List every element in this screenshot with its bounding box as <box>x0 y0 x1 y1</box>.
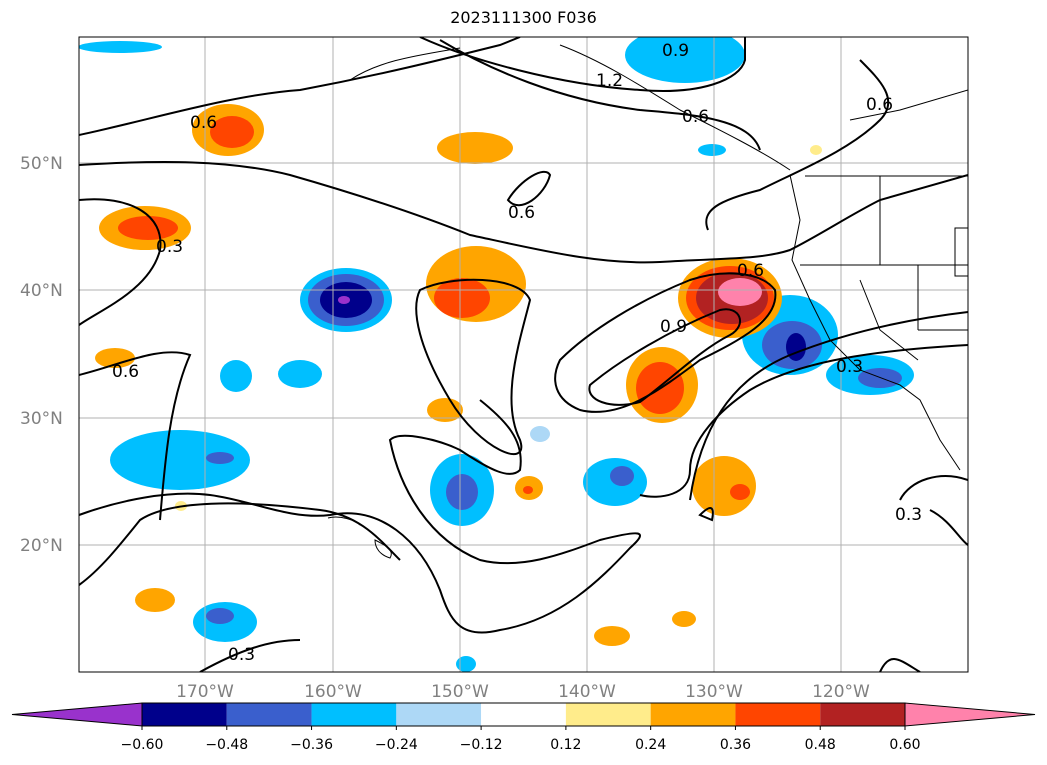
contour-label: 0.3 <box>836 357 863 377</box>
colorbar-tick-label: 0.60 <box>889 737 920 753</box>
colorbar-tick-label: 0.48 <box>805 737 836 753</box>
lat-label: 20°N <box>20 536 63 556</box>
negative-anomaly-fills <box>79 37 914 672</box>
colorbar-tick-label: 0.36 <box>720 737 751 753</box>
colorbar-tick-label: −0.48 <box>205 737 248 753</box>
colorbar-segment <box>820 703 905 726</box>
colorbar-tick-label: −0.24 <box>375 737 418 753</box>
map-title: 2023111300 F036 <box>450 8 597 27</box>
contour-label: 0.3 <box>895 505 922 525</box>
colorbar-segment <box>311 703 397 726</box>
colorbar-segment <box>735 703 821 726</box>
graticule <box>79 37 968 672</box>
lon-label: 170°W <box>176 682 234 702</box>
colorbar-segment <box>396 703 482 726</box>
contour-label: 0.6 <box>190 113 217 133</box>
contour-lines <box>79 37 968 672</box>
map-frame <box>78 36 969 673</box>
contour-label: 0.6 <box>866 95 893 115</box>
lat-label: 30°N <box>20 409 63 429</box>
coastlines <box>327 44 968 559</box>
contour-label: 0.3 <box>156 237 183 257</box>
latitude-labels: 50°N 40°N 30°N 20°N <box>20 154 63 556</box>
colorbar-tick-label: −0.36 <box>290 737 333 753</box>
colorbar-segment <box>142 703 227 726</box>
colorbar-segment <box>565 703 651 726</box>
lon-label: 120°W <box>812 682 870 702</box>
contour-label: 0.6 <box>112 362 139 382</box>
colorbar-segment <box>481 703 566 726</box>
contour-label: 0.9 <box>660 317 687 337</box>
contour-label: 1.2 <box>596 71 623 91</box>
lat-label: 40°N <box>20 281 63 301</box>
lon-label: 130°W <box>685 682 743 702</box>
lon-label: 140°W <box>558 682 616 702</box>
longitude-labels: 170°W 160°W 150°W 140°W 130°W 120°W <box>176 682 870 702</box>
contour-label: 0.6 <box>682 107 709 127</box>
colorbar-frame <box>141 702 906 727</box>
colorbar: −0.60 −0.48 −0.36 −0.24 −0.12 0.12 0.24 0.36 0.4… <box>11 702 1036 753</box>
lon-label: 150°W <box>431 682 489 702</box>
contour-label: 0.3 <box>228 645 255 665</box>
contour-label: 0.6 <box>508 203 535 223</box>
colorbar-tick-label: 0.24 <box>635 737 666 753</box>
colorbar-tick-label: 0.12 <box>550 737 581 753</box>
colorbar-segment <box>650 703 736 726</box>
colorbar-extend-high <box>904 702 1036 727</box>
colorbar-extend-low <box>11 702 143 727</box>
colorbar-segment <box>226 703 312 726</box>
colorbar-tick-label: −0.60 <box>121 737 164 753</box>
lat-label: 50°N <box>20 154 63 174</box>
colorbar-tick-label: −0.12 <box>460 737 503 753</box>
lon-label: 160°W <box>304 682 362 702</box>
positive-anomaly-fills <box>95 104 822 646</box>
contour-value-labels: 1.2 0.9 0.6 0.6 0.6 0.6 0.6 0.9 0.3 0.3 … <box>112 41 922 665</box>
contour-label: 0.6 <box>737 261 764 281</box>
contour-label: 0.9 <box>662 41 689 61</box>
